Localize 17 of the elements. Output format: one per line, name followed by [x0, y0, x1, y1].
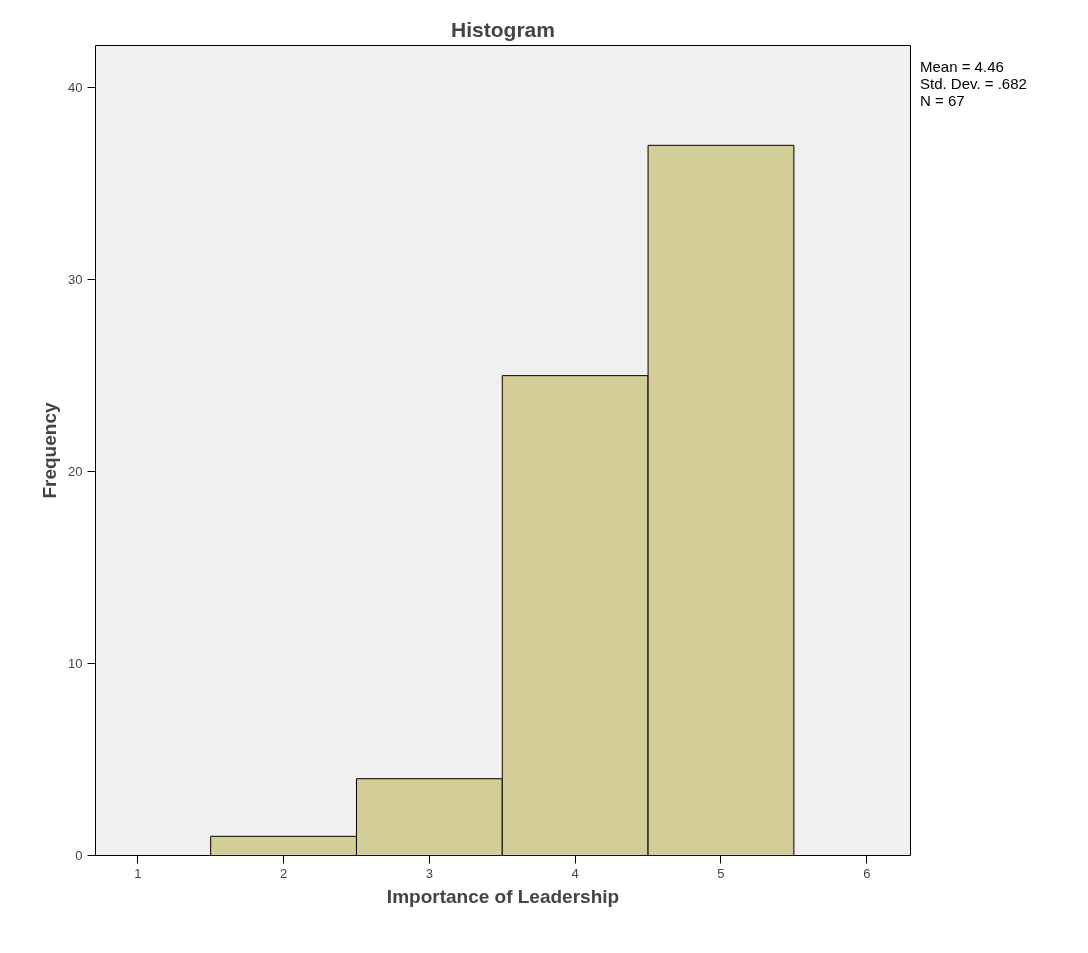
y-tick-label: 40	[68, 80, 83, 96]
chart-title: Histogram	[451, 17, 555, 41]
y-tick-label: 20	[68, 464, 83, 480]
text: N = 67	[920, 92, 966, 109]
y-tick-label: 0	[75, 848, 83, 863]
y-tick-label: 30	[68, 272, 83, 288]
x-tick-label: 6	[863, 865, 871, 881]
x-tick-label: 4	[571, 865, 579, 881]
x-tick-label: 3	[425, 865, 433, 881]
x-axis-title: Importance of Leadership	[386, 885, 620, 907]
y-axis-title: Frequency	[39, 402, 61, 499]
x-tick-label: 2	[279, 865, 288, 881]
x-tick-label: 5	[717, 865, 725, 881]
text: Mean = 4.46	[920, 58, 1005, 75]
text: Std. Dev. = .682	[920, 75, 1027, 92]
y-tick-label: 10	[68, 656, 83, 672]
x-tick-label: 1	[134, 865, 142, 881]
